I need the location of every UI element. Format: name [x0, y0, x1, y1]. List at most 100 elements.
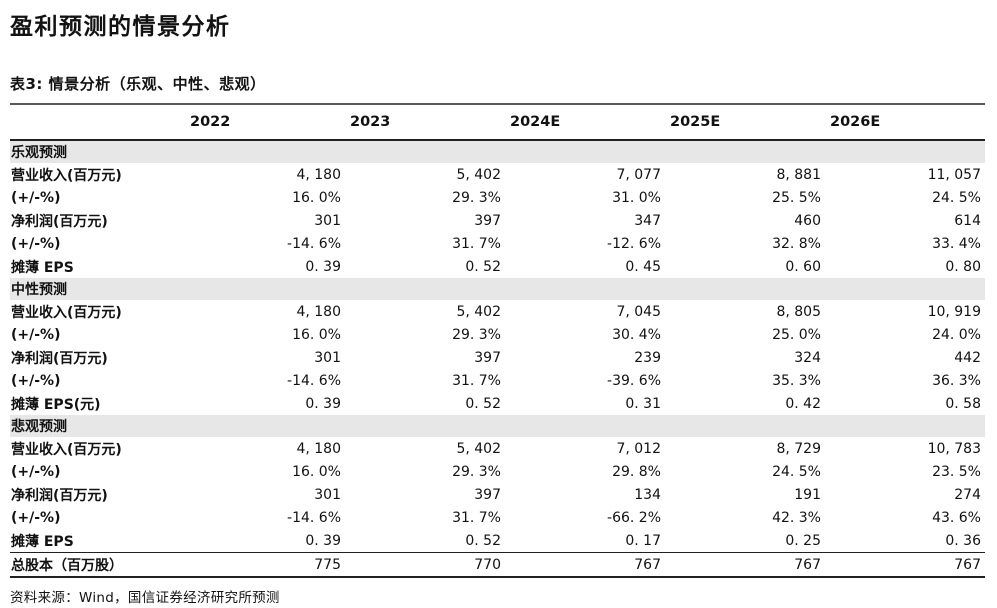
section-header-pessimistic: 悲观预测: [10, 415, 985, 438]
cell: 767: [505, 552, 665, 579]
table-row: 营业收入(百万元) 4, 180 5, 402 7, 045 8, 805 10…: [10, 300, 985, 323]
row-label: (+/-%): [11, 372, 61, 389]
cell: 0. 52: [465, 258, 501, 275]
cell: 29. 3%: [452, 463, 501, 480]
cell: 16. 0%: [292, 189, 341, 206]
table-row: 净利润(百万元) 301 397 239 324 442: [10, 346, 985, 369]
cell: 4, 180: [296, 440, 341, 457]
table-row: (+/-%) -14. 6% 31. 7% -12. 6% 32. 8% 33.…: [10, 232, 985, 255]
column-header-2025e: 2025E: [665, 104, 825, 142]
cell: 7, 045: [616, 303, 661, 320]
cell: 767: [665, 552, 825, 579]
source-note: 资料来源：Wind，国信证券经济研究所预测: [10, 590, 280, 607]
cell: 301: [314, 486, 341, 503]
cell: 0. 39: [305, 258, 341, 275]
row-label: 总股本（百万股）: [10, 552, 185, 579]
total-shares-row: 总股本（百万股） 775 770 767 767 767: [10, 552, 985, 579]
cell: 10, 783: [927, 440, 981, 457]
row-label: 营业收入(百万元): [11, 441, 122, 458]
cell: 397: [474, 349, 501, 366]
row-label: (+/-%): [11, 189, 61, 206]
cell: 24. 5%: [772, 463, 821, 480]
cell: 42. 3%: [772, 509, 821, 526]
cell: 0. 17: [625, 532, 661, 549]
cell: 770: [345, 552, 505, 579]
cell: 4, 180: [296, 166, 341, 183]
scenario-analysis-table: 2022 2023 2024E 2025E 2026E 乐观预测 营业收入(百万…: [10, 103, 985, 579]
row-label: 摊薄 EPS(元): [11, 396, 101, 413]
cell: -14. 6%: [287, 509, 341, 526]
cell: 191: [794, 486, 821, 503]
cell: 134: [634, 486, 661, 503]
cell: 614: [954, 212, 981, 229]
cell: 0. 60: [785, 258, 821, 275]
cell: 23. 5%: [932, 463, 981, 480]
table-row: 营业收入(百万元) 4, 180 5, 402 7, 012 8, 729 10…: [10, 437, 985, 460]
cell: 0. 25: [785, 532, 821, 549]
cell: 25. 5%: [772, 189, 821, 206]
table-row: (+/-%) 16. 0% 29. 3% 30. 4% 25. 0% 24. 0…: [10, 323, 985, 346]
cell: 7, 012: [616, 440, 661, 457]
header-stub-cell: [10, 104, 185, 142]
cell: 16. 0%: [292, 326, 341, 343]
section-label: 中性预测: [10, 278, 985, 301]
cell: 31. 7%: [452, 235, 501, 252]
cell: 7, 077: [616, 166, 661, 183]
cell: 32. 8%: [772, 235, 821, 252]
cell: 397: [474, 486, 501, 503]
table-row: 净利润(百万元) 301 397 347 460 614: [10, 209, 985, 232]
cell: 33. 4%: [932, 235, 981, 252]
cell: 0. 36: [945, 532, 981, 549]
table-row: 摊薄 EPS 0. 39 0. 52 0. 45 0. 60 0. 80: [10, 255, 985, 278]
cell: 4, 180: [296, 303, 341, 320]
row-label: 摊薄 EPS: [11, 259, 74, 276]
cell: 0. 42: [785, 395, 821, 412]
table-caption: 表3: 情景分析（乐观、中性、悲观）: [10, 75, 266, 94]
cell: 442: [954, 349, 981, 366]
cell: 29. 3%: [452, 326, 501, 343]
cell: -39. 6%: [607, 372, 661, 389]
cell: -14. 6%: [287, 235, 341, 252]
cell: 11, 057: [927, 166, 981, 183]
column-header-2026e: 2026E: [825, 104, 985, 142]
cell: 8, 881: [776, 166, 821, 183]
row-label: 摊薄 EPS: [11, 533, 74, 550]
row-label: (+/-%): [11, 463, 61, 480]
cell: 5, 402: [456, 303, 501, 320]
cell: 767: [825, 552, 985, 579]
table-row: (+/-%) 16. 0% 29. 3% 29. 8% 24. 5% 23. 5…: [10, 460, 985, 483]
cell: 31. 7%: [452, 509, 501, 526]
row-label: 净利润(百万元): [11, 213, 108, 230]
table-row: (+/-%) -14. 6% 31. 7% -66. 2% 42. 3% 43.…: [10, 506, 985, 529]
row-label: (+/-%): [11, 326, 61, 343]
cell: 0. 80: [945, 258, 981, 275]
cell: 347: [634, 212, 661, 229]
cell: 0. 31: [625, 395, 661, 412]
cell: 31. 7%: [452, 372, 501, 389]
column-header-2022: 2022: [185, 104, 345, 142]
row-label: (+/-%): [11, 235, 61, 252]
cell: 8, 805: [776, 303, 821, 320]
cell: 43. 6%: [932, 509, 981, 526]
page-title: 盈利预测的情景分析: [10, 14, 231, 40]
cell: 5, 402: [456, 440, 501, 457]
section-label: 悲观预测: [10, 415, 985, 438]
cell: 0. 39: [305, 532, 341, 549]
cell: 775: [185, 552, 345, 579]
cell: 30. 4%: [612, 326, 661, 343]
cell: 274: [954, 486, 981, 503]
cell: 29. 3%: [452, 189, 501, 206]
row-label: 净利润(百万元): [11, 487, 108, 504]
section-header-neutral: 中性预测: [10, 278, 985, 301]
cell: 397: [474, 212, 501, 229]
cell: 324: [794, 349, 821, 366]
cell: 35. 3%: [772, 372, 821, 389]
cell: 301: [314, 349, 341, 366]
cell: 29. 8%: [612, 463, 661, 480]
table-row: (+/-%) -14. 6% 31. 7% -39. 6% 35. 3% 36.…: [10, 369, 985, 392]
cell: 16. 0%: [292, 463, 341, 480]
table-row: (+/-%) 16. 0% 29. 3% 31. 0% 25. 5% 24. 5…: [10, 186, 985, 209]
row-label: (+/-%): [11, 509, 61, 526]
cell: 25. 0%: [772, 326, 821, 343]
